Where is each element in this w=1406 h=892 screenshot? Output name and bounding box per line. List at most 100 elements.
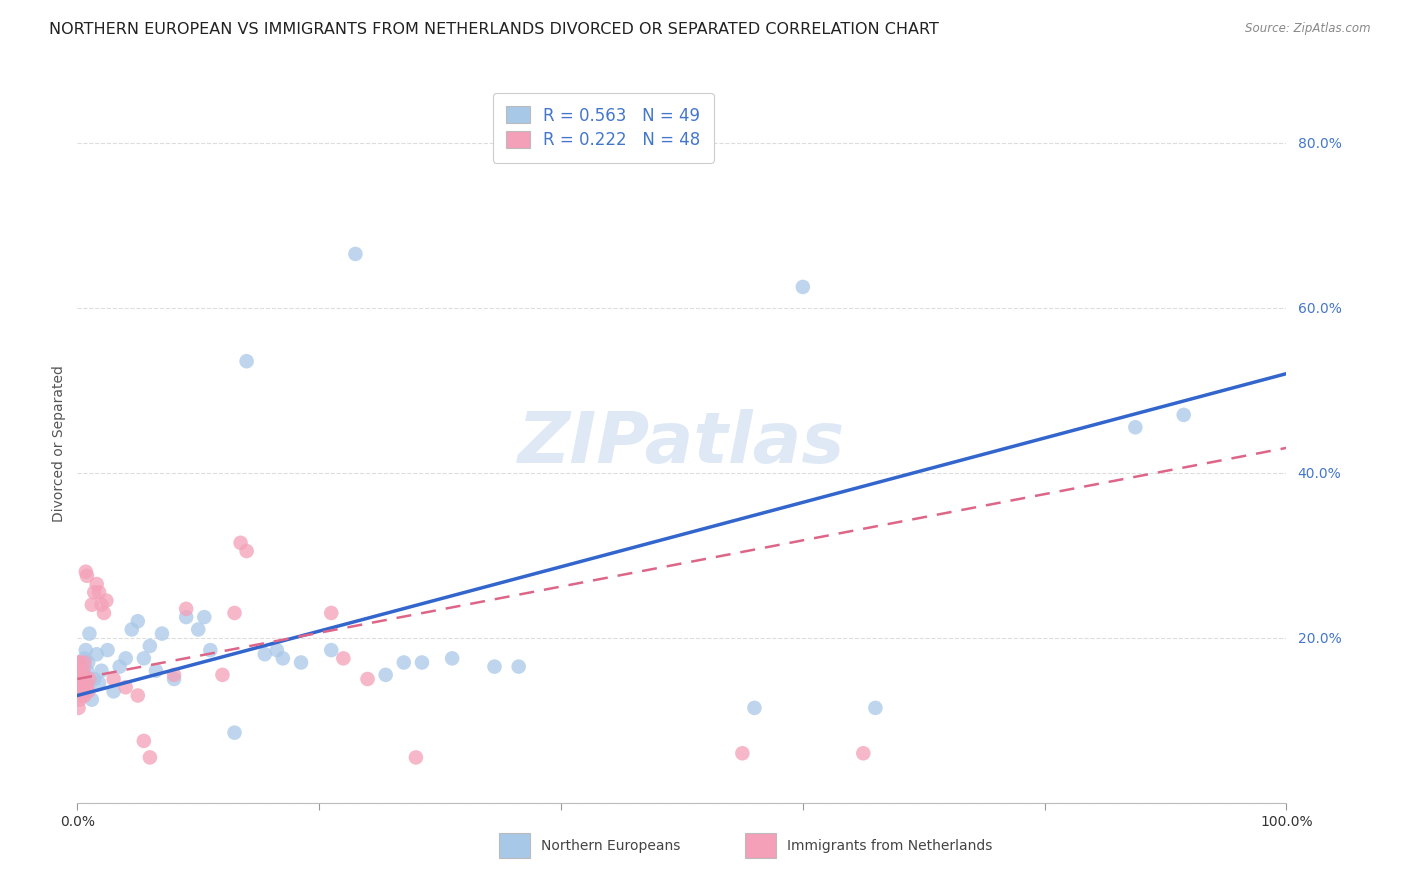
Point: [200, 643, 222, 657]
Text: NORTHERN EUROPEAN VS IMMIGRANTS FROM NETHERLANDS DIVORCED OR SEPARATED CORRELATI: NORTHERN EUROPEAN VS IMMIGRANTS FROM NET…: [49, 22, 939, 37]
Point: [211, 668, 233, 682]
Point: [75, 676, 97, 690]
Point: [224, 725, 246, 739]
Point: [508, 659, 530, 673]
Point: [67, 680, 90, 694]
Point: [90, 598, 112, 612]
Point: [114, 680, 136, 694]
Point: [67, 656, 90, 670]
Point: [70, 668, 93, 682]
Point: [79, 672, 101, 686]
Point: [1125, 420, 1147, 434]
Point: [103, 684, 125, 698]
Point: [121, 623, 143, 637]
Point: [224, 606, 246, 620]
Text: Immigrants from Netherlands: Immigrants from Netherlands: [787, 838, 993, 853]
Point: [163, 668, 186, 682]
Point: [187, 623, 209, 637]
Point: [73, 689, 96, 703]
Point: [87, 676, 110, 690]
Legend: R = 0.563   N = 49, R = 0.222   N = 48: R = 0.563 N = 49, R = 0.222 N = 48: [494, 93, 714, 162]
Point: [69, 656, 91, 670]
Point: [69, 692, 91, 706]
Point: [852, 746, 875, 760]
Point: [392, 656, 415, 670]
Point: [80, 598, 103, 612]
Point: [69, 668, 91, 682]
Point: [83, 585, 105, 599]
Point: [174, 602, 197, 616]
Point: [67, 672, 90, 686]
Point: [332, 651, 354, 665]
Point: [70, 672, 93, 686]
Point: [744, 701, 766, 715]
Point: [127, 689, 149, 703]
Point: [321, 606, 343, 620]
Point: [235, 354, 257, 368]
Point: [865, 701, 887, 715]
Point: [80, 692, 103, 706]
Point: [76, 664, 98, 678]
Point: [72, 668, 94, 682]
Point: [72, 664, 94, 678]
Point: [411, 656, 433, 670]
Point: [83, 672, 105, 686]
Point: [79, 626, 101, 640]
Point: [76, 680, 98, 694]
Point: [75, 565, 97, 579]
Point: [103, 672, 125, 686]
Point: [90, 664, 112, 678]
Point: [75, 643, 97, 657]
Point: [67, 664, 90, 678]
Point: [73, 656, 96, 670]
Point: [344, 247, 367, 261]
Text: ZIPatlas: ZIPatlas: [519, 409, 845, 478]
Point: [70, 689, 93, 703]
Point: [77, 656, 100, 670]
Point: [73, 651, 96, 665]
Y-axis label: Divorced or Separated: Divorced or Separated: [52, 366, 66, 522]
Point: [108, 659, 131, 673]
Point: [76, 569, 98, 583]
Point: [405, 750, 427, 764]
Point: [484, 659, 506, 673]
Point: [70, 684, 93, 698]
Point: [96, 643, 118, 657]
Point: [229, 536, 252, 550]
Point: [69, 680, 91, 694]
Point: [67, 701, 90, 715]
Point: [127, 614, 149, 628]
Point: [72, 680, 94, 694]
Point: [253, 647, 276, 661]
Point: [235, 544, 257, 558]
Point: [290, 656, 312, 670]
Point: [87, 585, 110, 599]
Point: [441, 651, 464, 665]
Point: [77, 684, 100, 698]
Point: [145, 664, 167, 678]
Point: [163, 672, 186, 686]
Point: [193, 610, 215, 624]
Point: [86, 647, 108, 661]
Point: [271, 651, 294, 665]
Point: [374, 668, 396, 682]
Text: Source: ZipAtlas.com: Source: ZipAtlas.com: [1246, 22, 1371, 36]
Point: [70, 656, 93, 670]
Point: [69, 668, 91, 682]
Point: [70, 680, 93, 694]
Point: [132, 734, 155, 748]
Text: Northern Europeans: Northern Europeans: [541, 838, 681, 853]
Point: [96, 593, 118, 607]
Point: [139, 639, 162, 653]
Point: [139, 750, 162, 764]
Point: [792, 280, 814, 294]
Point: [174, 610, 197, 624]
Point: [86, 577, 108, 591]
Point: [150, 626, 173, 640]
Point: [731, 746, 754, 760]
Point: [266, 643, 288, 657]
Point: [1173, 408, 1195, 422]
Point: [114, 651, 136, 665]
Point: [67, 676, 90, 690]
Point: [70, 684, 93, 698]
